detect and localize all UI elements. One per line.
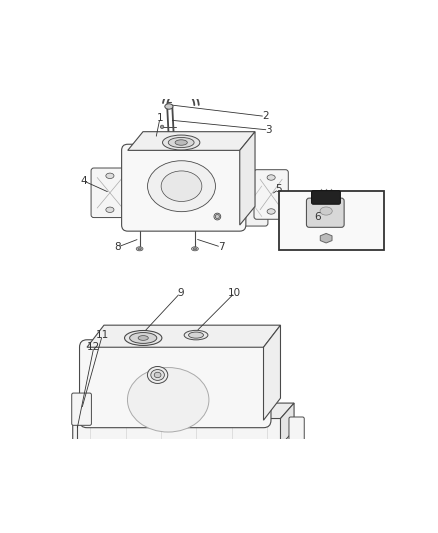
Text: 4: 4 [80,176,87,186]
Ellipse shape [191,247,198,251]
Ellipse shape [106,173,114,179]
Bar [279,191,384,251]
Text: 1: 1 [157,113,163,123]
Polygon shape [264,325,280,420]
Ellipse shape [165,104,173,109]
Ellipse shape [186,459,193,463]
Ellipse shape [253,459,259,463]
Text: 12: 12 [87,342,100,352]
Ellipse shape [254,461,258,462]
FancyBboxPatch shape [311,191,340,204]
FancyBboxPatch shape [122,144,246,231]
Ellipse shape [160,125,164,128]
Ellipse shape [135,461,138,462]
Text: 2: 2 [262,111,268,122]
Ellipse shape [214,213,221,220]
Ellipse shape [267,209,275,214]
Ellipse shape [127,368,209,432]
Polygon shape [87,325,280,347]
Ellipse shape [133,459,140,463]
Ellipse shape [267,175,275,180]
Ellipse shape [130,333,157,343]
Ellipse shape [168,138,194,148]
FancyBboxPatch shape [307,198,344,228]
Ellipse shape [75,443,78,445]
FancyBboxPatch shape [80,340,271,427]
Ellipse shape [151,369,164,381]
Ellipse shape [138,336,148,341]
Polygon shape [128,132,255,150]
Text: 5: 5 [276,184,282,195]
Ellipse shape [193,248,197,250]
Text: 8: 8 [114,242,121,252]
Ellipse shape [138,248,141,250]
FancyBboxPatch shape [72,393,92,425]
FancyBboxPatch shape [73,415,285,450]
Text: 6: 6 [314,212,321,222]
Ellipse shape [136,247,143,251]
Text: 3: 3 [265,125,272,135]
Ellipse shape [74,442,80,446]
Ellipse shape [187,461,191,462]
Ellipse shape [189,332,204,338]
Ellipse shape [124,330,162,345]
Ellipse shape [184,330,208,340]
Text: 9: 9 [177,288,184,298]
Ellipse shape [106,207,114,213]
Ellipse shape [148,367,168,383]
Polygon shape [320,233,332,243]
FancyBboxPatch shape [233,176,268,226]
FancyBboxPatch shape [254,169,288,219]
Polygon shape [280,403,294,446]
Text: 10: 10 [228,288,241,298]
FancyBboxPatch shape [91,168,129,217]
Ellipse shape [161,171,202,201]
Polygon shape [240,132,255,225]
FancyBboxPatch shape [289,417,304,441]
Text: 7: 7 [218,242,224,252]
Ellipse shape [154,372,161,378]
Ellipse shape [175,140,187,145]
Ellipse shape [215,214,219,219]
Text: 11: 11 [95,330,109,341]
Ellipse shape [320,207,332,215]
Ellipse shape [162,135,200,150]
Ellipse shape [148,161,215,212]
Polygon shape [77,403,294,418]
